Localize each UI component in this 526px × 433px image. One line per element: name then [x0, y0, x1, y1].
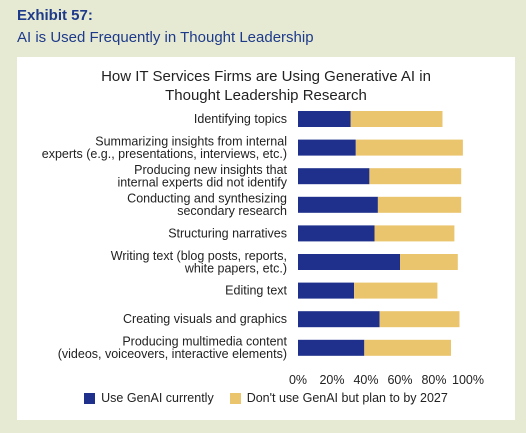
category-label: Identifying topics [194, 112, 287, 126]
legend-item-plan: Don't use GenAI but plan to by 2027 [229, 391, 448, 405]
legend-item-current: Use GenAI currently [84, 391, 214, 405]
exhibit-header: Exhibit 57: AI is Used Frequently in Tho… [17, 6, 314, 48]
x-tick-label: 0% [289, 373, 307, 387]
x-tick-label: 60% [387, 373, 412, 387]
bar-current [298, 139, 356, 156]
legend-swatch-current [84, 392, 96, 404]
chart-title: How IT Services Firms are Using Generati… [17, 67, 515, 105]
legend-label-current: Use GenAI currently [101, 391, 214, 405]
chart-title-line-2: Thought Leadership Research [165, 87, 367, 104]
legend-label-plan: Don't use GenAI but plan to by 2027 [246, 391, 448, 405]
bar-chart: Identifying topics Summarizing insights f… [42, 111, 484, 387]
x-tick-label: 100% [452, 373, 484, 387]
bar-plan [355, 139, 463, 156]
chart-legend: Use GenAI currently Don't use GenAI but … [17, 391, 515, 405]
bar-plan [379, 311, 460, 328]
bar-current [298, 339, 365, 356]
category-label: Producing multimedia content (videos, voi… [58, 335, 288, 362]
exhibit-label: Exhibit 57: [17, 7, 93, 24]
exhibit-title: AI is Used Frequently in Thought Leaders… [17, 29, 314, 46]
bar-plan [369, 168, 462, 185]
category-label: Producing new insights that internal expe… [117, 163, 287, 190]
bar-plan [364, 339, 451, 356]
chart-panel: How IT Services Firms are Using Generati… [17, 57, 515, 420]
bar-plan [400, 254, 458, 270]
bar-plan [377, 196, 462, 213]
bar-plan [350, 111, 443, 127]
x-tick-label: 80% [421, 373, 446, 387]
bar-current [298, 254, 400, 270]
category-label: Editing text [225, 284, 287, 298]
bar-current [298, 196, 378, 213]
category-label: Summarizing insights from internal expert… [42, 134, 287, 161]
category-label: Structuring narratives [168, 226, 287, 240]
bar-current [298, 111, 351, 127]
category-label: Conducting and synthesizing secondary res… [127, 192, 287, 219]
bar-current [298, 225, 375, 242]
bar-plan [354, 282, 438, 299]
bar-current [298, 282, 355, 299]
bar-plan [374, 225, 455, 242]
bar-current [298, 168, 370, 185]
chart-title-line-1: How IT Services Firms are Using Generati… [101, 68, 431, 85]
x-tick-label: 20% [319, 373, 344, 387]
category-label: Creating visuals and graphics [123, 312, 287, 326]
bar-current [298, 311, 380, 328]
category-label: Writing text (blog posts, reports, white … [111, 249, 287, 276]
x-tick-label: 40% [353, 373, 378, 387]
legend-swatch-plan [229, 392, 241, 404]
